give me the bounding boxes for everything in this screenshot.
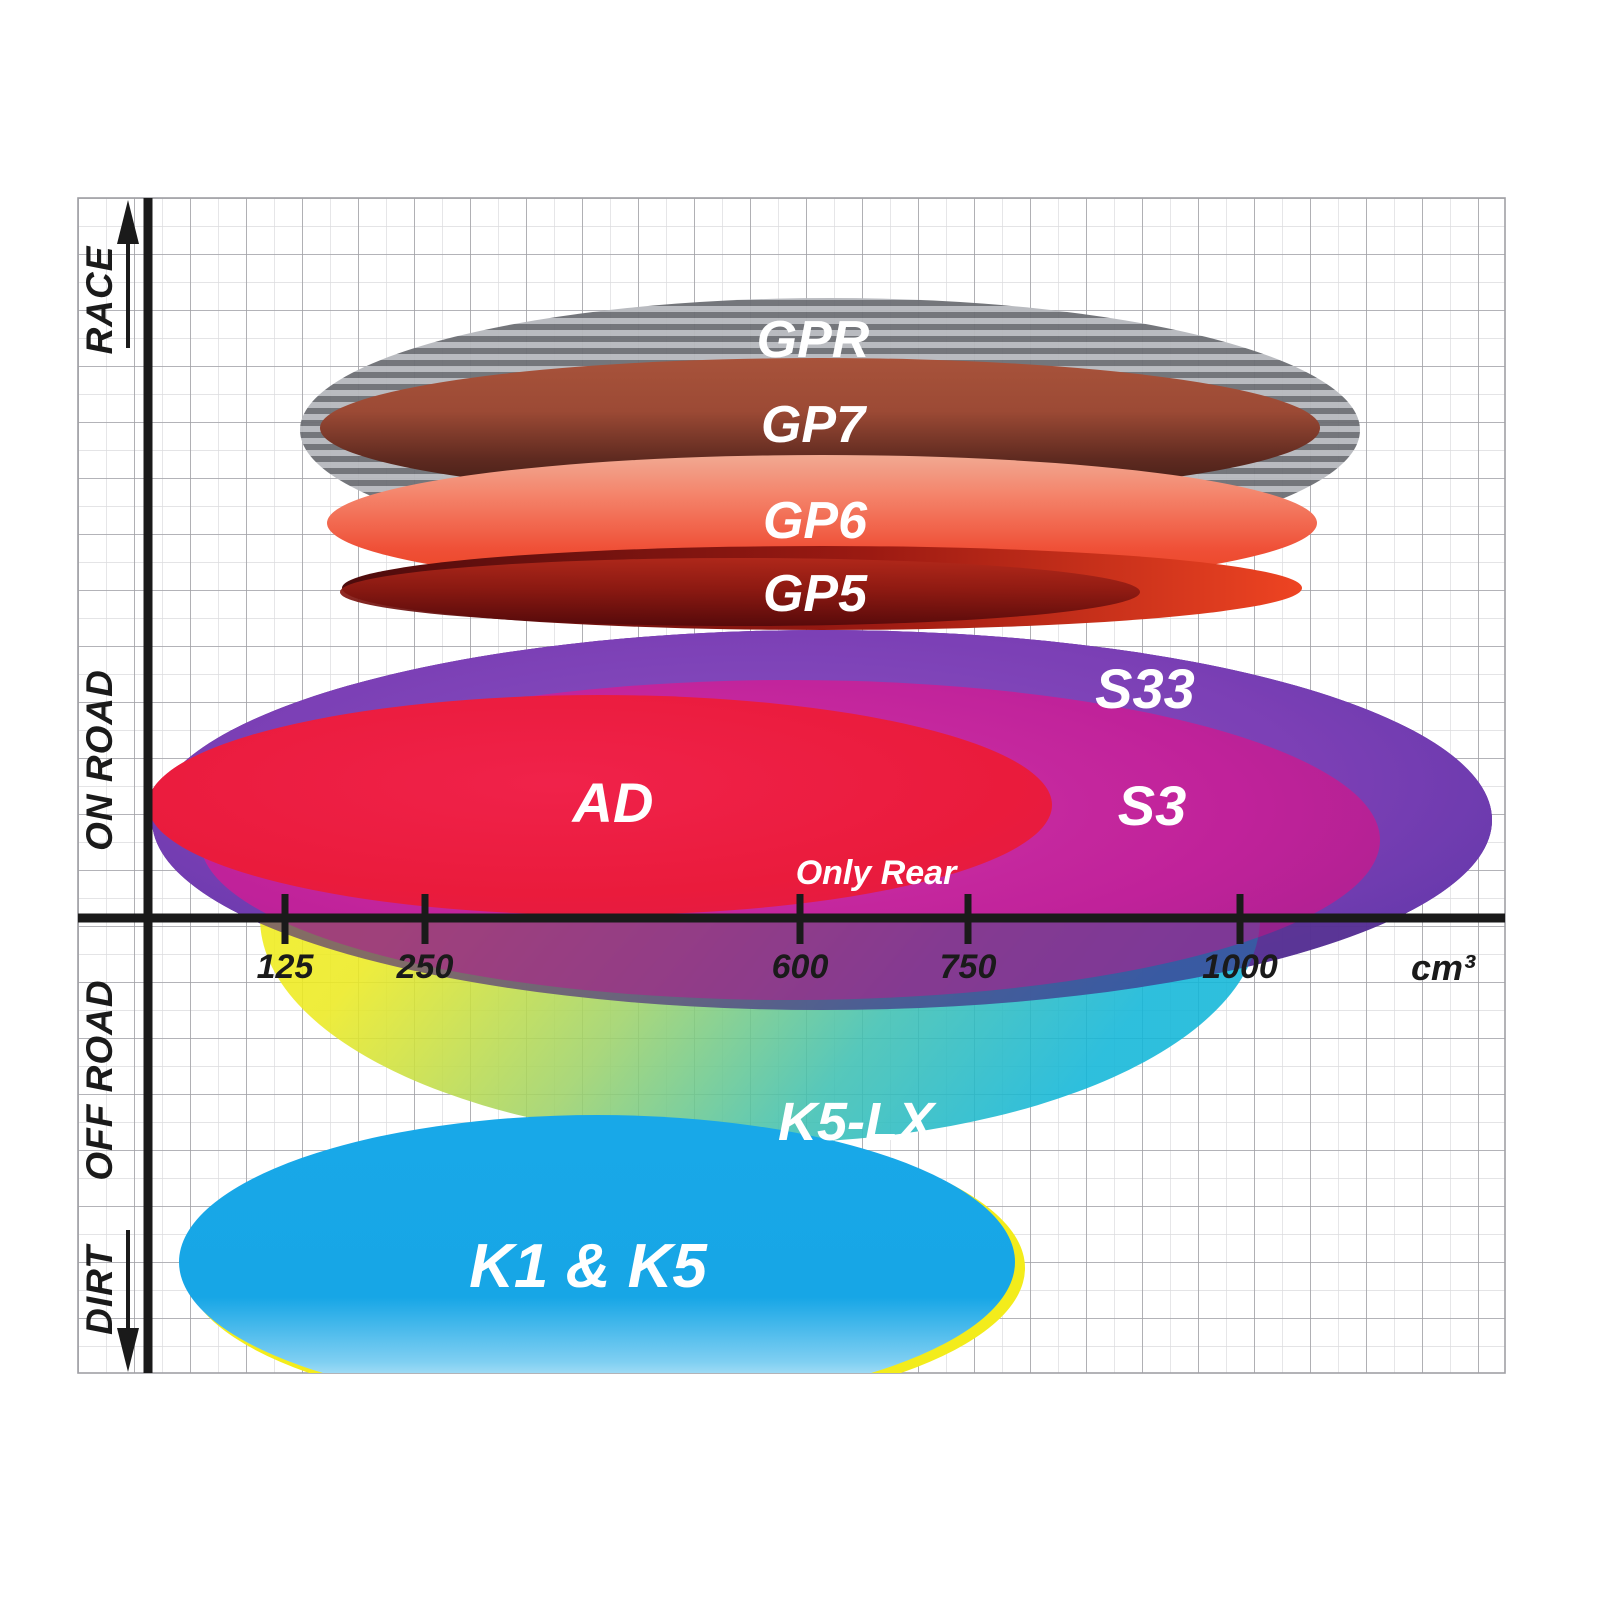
y-band-label-on-road: ON ROAD: [79, 669, 120, 851]
dirt-arrow-icon: [117, 1230, 139, 1372]
y-band-labels: RACE ON ROAD OFF ROAD DIRT: [79, 245, 120, 1335]
x-tick-label-250: 250: [396, 948, 454, 986]
region-label-gp5: GP5: [763, 565, 868, 623]
region-label-k5lx: K5-LX: [778, 1092, 937, 1152]
y-band-label-race: RACE: [79, 245, 120, 354]
region-gp5[interactable]: [340, 546, 1302, 630]
x-tick-label-125: 125: [257, 948, 315, 986]
race-arrow-icon: [117, 200, 139, 348]
region-gp7[interactable]: [320, 358, 1320, 498]
region-labels: GPR GP7 GP6 GP5 S33 S3 AD Only Rear K5-L…: [469, 311, 1195, 1301]
region-label-ad: AD: [571, 771, 654, 834]
region-label-s3: S3: [1118, 774, 1187, 837]
y-band-label-dirt: DIRT: [79, 1243, 120, 1335]
region-label-gpr: GPR: [757, 311, 870, 369]
y-band-label-off-road: OFF ROAD: [79, 979, 120, 1180]
region-label-s33: S33: [1095, 657, 1195, 720]
x-tick-label-1000: 1000: [1202, 948, 1278, 986]
x-axis-unit-label: cm³: [1411, 947, 1476, 988]
region-label-k1-k5: K1 & K5: [469, 1232, 708, 1301]
x-axis-ticks: [281, 894, 1244, 944]
x-axis-tick-labels: 125 250 600 750 1000 cm³: [257, 947, 1476, 988]
axes: [78, 198, 1505, 1373]
region-k1k5[interactable]: [179, 1115, 1025, 1416]
x-tick-label-600: 600: [772, 948, 829, 986]
x-tick-label-750: 750: [940, 948, 997, 986]
region-label-only-rear: Only Rear: [796, 854, 958, 892]
region-label-gp7: GP7: [761, 396, 867, 454]
region-label-gp6: GP6: [763, 492, 868, 550]
